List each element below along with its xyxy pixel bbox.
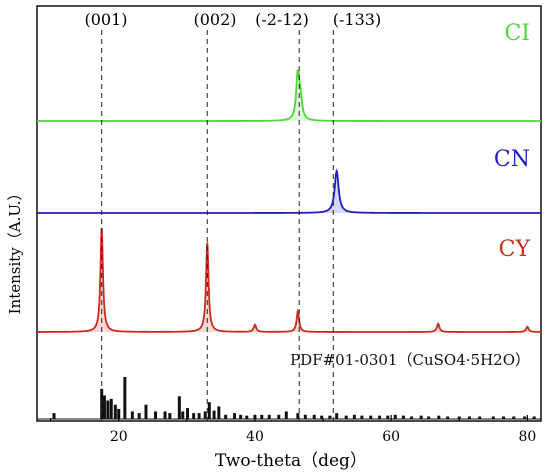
y-axis-label: Intensity（A.U.）: [6, 186, 24, 315]
x-tick-label: 60: [382, 429, 400, 445]
reference-lines: [101, 30, 334, 421]
reference-label-m2m12: (-2-12): [255, 10, 309, 29]
series-label-cy: CY: [499, 237, 531, 262]
series-layer: [37, 69, 541, 420]
reference-label-002: (002): [193, 10, 236, 29]
reference-label-001: (001): [84, 10, 127, 29]
x-tick-label: 80: [518, 429, 536, 445]
reference-pattern-label: PDF#01-0301（CuSO4·5H2O）: [290, 351, 530, 369]
x-tick-label: 20: [110, 429, 128, 445]
series-line-cy: [37, 227, 541, 333]
x-axis-label: Two-theta（deg）: [215, 451, 367, 471]
series-label-cn: CN: [494, 147, 530, 172]
series-line-ci: [37, 69, 541, 122]
reference-label-m133: (-133): [333, 10, 381, 29]
x-tick-label: 40: [246, 429, 264, 445]
series-label-ci: CI: [504, 21, 530, 46]
x-axis: 20 40 60 80: [50, 415, 536, 445]
series-line-cn: [37, 168, 541, 214]
